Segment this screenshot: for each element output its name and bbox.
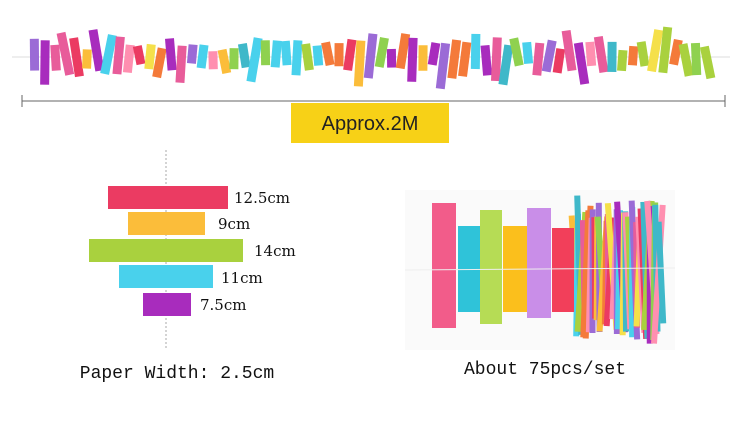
strip xyxy=(374,37,389,68)
strip-label: 12.5cm xyxy=(234,189,290,207)
strip xyxy=(321,41,335,66)
strip xyxy=(386,48,397,68)
set-caption: About 75pcs/set xyxy=(464,360,626,380)
strip xyxy=(208,51,218,70)
strip xyxy=(108,186,228,209)
strip xyxy=(50,44,61,71)
strip xyxy=(395,33,411,70)
strip xyxy=(353,40,366,87)
strip xyxy=(593,36,609,73)
strip xyxy=(607,41,617,72)
strip xyxy=(541,39,557,73)
strip xyxy=(175,45,187,83)
strip xyxy=(260,40,271,66)
strip-label: 11cm xyxy=(221,269,263,287)
strip xyxy=(100,34,117,75)
strip xyxy=(89,239,243,262)
strip-label: 9cm xyxy=(218,215,250,233)
strip xyxy=(144,43,156,70)
strip xyxy=(246,37,263,83)
strip xyxy=(334,43,344,67)
strip xyxy=(301,43,314,71)
strip xyxy=(363,33,378,79)
strip xyxy=(237,43,251,69)
strip-label: 7.5cm xyxy=(200,296,246,314)
bundle xyxy=(568,195,667,344)
strip xyxy=(498,44,514,86)
strip-label: 14cm xyxy=(254,242,296,260)
strip xyxy=(585,41,597,67)
strip xyxy=(627,45,639,66)
strip xyxy=(56,31,75,76)
strip xyxy=(447,39,462,79)
strip xyxy=(617,49,628,72)
strip xyxy=(343,38,357,71)
strip xyxy=(470,33,481,70)
strip xyxy=(270,40,282,68)
strip xyxy=(217,48,232,75)
strip xyxy=(152,47,167,79)
strip xyxy=(435,42,451,90)
string xyxy=(404,267,676,271)
strip xyxy=(690,42,702,76)
strip xyxy=(312,45,324,66)
strip xyxy=(655,221,667,324)
strip xyxy=(532,42,545,76)
length-badge xyxy=(291,103,449,143)
strip xyxy=(480,44,493,76)
strip xyxy=(480,210,502,324)
strip xyxy=(491,37,502,82)
bundle-photo xyxy=(404,190,676,350)
strip xyxy=(509,37,524,67)
strip xyxy=(407,37,418,82)
strip xyxy=(29,38,40,71)
strip xyxy=(636,41,650,67)
strip xyxy=(186,44,198,64)
strip xyxy=(119,265,213,288)
strip xyxy=(40,40,50,85)
strip xyxy=(88,29,105,72)
strip xyxy=(69,37,84,78)
strip xyxy=(432,203,456,328)
length-label: Approx.2M xyxy=(322,113,419,135)
strip xyxy=(647,29,664,73)
strip xyxy=(112,36,125,75)
strip xyxy=(678,43,694,77)
strip xyxy=(128,212,205,235)
strip xyxy=(143,293,191,316)
strip xyxy=(527,208,551,318)
width-caption: Paper Width: 2.5cm xyxy=(80,364,274,384)
strip xyxy=(122,44,135,74)
strip xyxy=(561,29,577,72)
strip xyxy=(82,49,92,69)
strip xyxy=(552,48,566,74)
strip xyxy=(418,45,428,71)
strip xyxy=(458,41,472,77)
strip xyxy=(427,42,441,66)
strip xyxy=(458,226,480,312)
strip xyxy=(552,228,574,312)
strip xyxy=(291,40,303,76)
strip xyxy=(658,26,673,74)
strip xyxy=(132,45,146,66)
strip xyxy=(522,41,534,65)
strip xyxy=(229,48,239,70)
strip xyxy=(699,45,716,80)
strip xyxy=(280,40,292,66)
strip xyxy=(573,42,590,85)
strip xyxy=(196,44,209,69)
length-ruler xyxy=(21,95,726,107)
strip xyxy=(164,38,177,71)
garland xyxy=(12,26,730,90)
